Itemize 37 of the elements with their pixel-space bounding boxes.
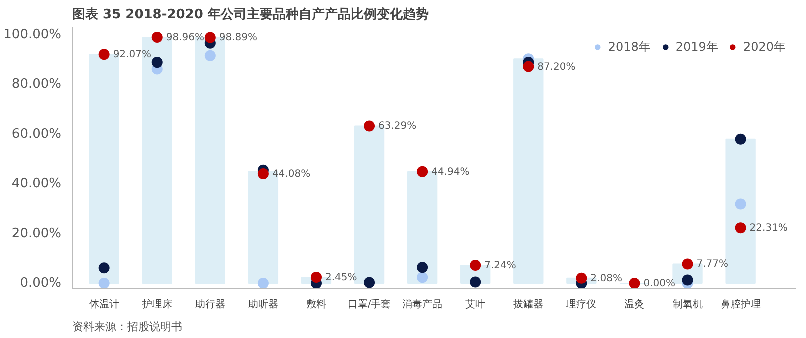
text: 资料来源：招股说明书 xyxy=(72,320,182,334)
legend-label: 2018年 xyxy=(608,38,651,56)
data-label: 2.45% xyxy=(325,272,358,284)
x-tick-label: 艾叶 xyxy=(466,298,486,310)
data-label: 7.24% xyxy=(484,260,516,272)
chart-title: 图表 35 2018-2020 年公司主要品种自产产品比例变化趋势 xyxy=(72,6,429,22)
x-tick-label: 助行器 xyxy=(195,298,226,310)
x-tick-label: 敷料 xyxy=(306,298,326,310)
x-tick-label: 温灸 xyxy=(624,298,645,310)
data-label: 87.20% xyxy=(538,62,576,73)
data-label: 2.08% xyxy=(590,273,622,284)
data-label: 22.31% xyxy=(750,223,788,234)
data-label: 92.07% xyxy=(113,50,152,61)
x-tick-label: 消毒产品 xyxy=(402,298,443,310)
x-tick-label: 口罩/手套 xyxy=(348,298,392,310)
y-tick-label: 0.00% xyxy=(20,276,62,292)
y-tick-label: 60.00% xyxy=(12,126,62,142)
y-tick-label: 80.00% xyxy=(12,77,62,92)
x-tick-label: 制氧机 xyxy=(672,298,703,310)
y-tick-label: 40.00% xyxy=(12,176,62,192)
x-tick-label: 鼻腔护理 xyxy=(720,298,761,310)
data-label: 63.29% xyxy=(378,121,417,132)
y-tick-label: 20.00% xyxy=(12,226,62,242)
x-tick-label: 助听器 xyxy=(248,298,278,310)
legend-label: 2020年 xyxy=(743,38,786,56)
data-label: 44.94% xyxy=(432,166,470,178)
x-tick-label: 拔罐器 xyxy=(514,298,544,310)
data-label: 98.96% xyxy=(166,32,205,44)
legend-label: 2019年 xyxy=(676,38,718,56)
x-tick-label: 体温计 xyxy=(89,298,120,310)
data-label: 44.08% xyxy=(272,168,311,180)
data-label: 98.89% xyxy=(219,32,258,44)
data-label: 7.77% xyxy=(696,259,729,270)
y-tick-label: 100.00% xyxy=(4,27,62,42)
x-tick-label: 护理床 xyxy=(141,298,172,310)
data-label: 0.00% xyxy=(644,278,676,290)
x-tick-label: 理疗仪 xyxy=(566,298,597,310)
